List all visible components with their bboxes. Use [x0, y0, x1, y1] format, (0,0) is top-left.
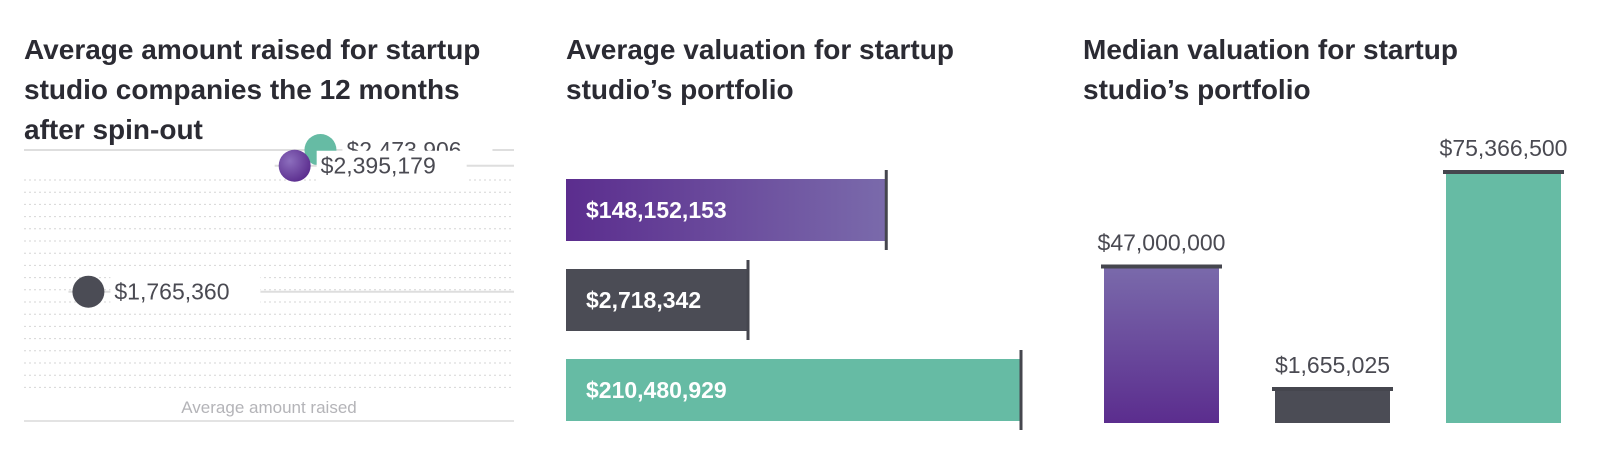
bar-value-label: $47,000,000: [1098, 229, 1226, 255]
bar-teal: [566, 359, 1021, 421]
vertical-bar-chart: $47,000,000 $1,655,025 $75,366,500: [1098, 135, 1568, 423]
dot-chart: Average amount raised$2,473,906$2,395,17…: [24, 134, 514, 422]
bar-purple: [1104, 266, 1219, 423]
data-point-purple: [278, 149, 311, 182]
bar-value-label: $210,480,929: [586, 377, 727, 403]
bar-value-label: $1,655,025: [1275, 352, 1390, 378]
bar-purple: [566, 179, 887, 241]
dot-label-bg: [316, 150, 467, 181]
data-label: $1,765,360: [114, 279, 229, 305]
bar-dark: [566, 269, 748, 331]
chart2-title: Average valuation for startup studio’s p…: [566, 34, 954, 105]
bar-teal: [1446, 172, 1561, 423]
dot-label-bg: [110, 276, 261, 307]
x-axis-label: Average amount raised: [181, 398, 356, 417]
bar-value-label: $75,366,500: [1440, 135, 1568, 161]
chart3-title: Median valuation for startup studio’s po…: [1083, 34, 1458, 105]
horizontal-bar-chart: $148,152,153 $2,718,342 $210,480,929: [566, 170, 1023, 430]
data-label: $2,395,179: [321, 153, 436, 179]
bar-dark: [1275, 389, 1390, 423]
data-point-dark: [72, 275, 105, 308]
bar-value-label: $148,152,153: [586, 197, 727, 223]
bar-value-label: $2,718,342: [586, 287, 701, 313]
chart1-title: Average amount raised for startup studio…: [24, 34, 481, 145]
